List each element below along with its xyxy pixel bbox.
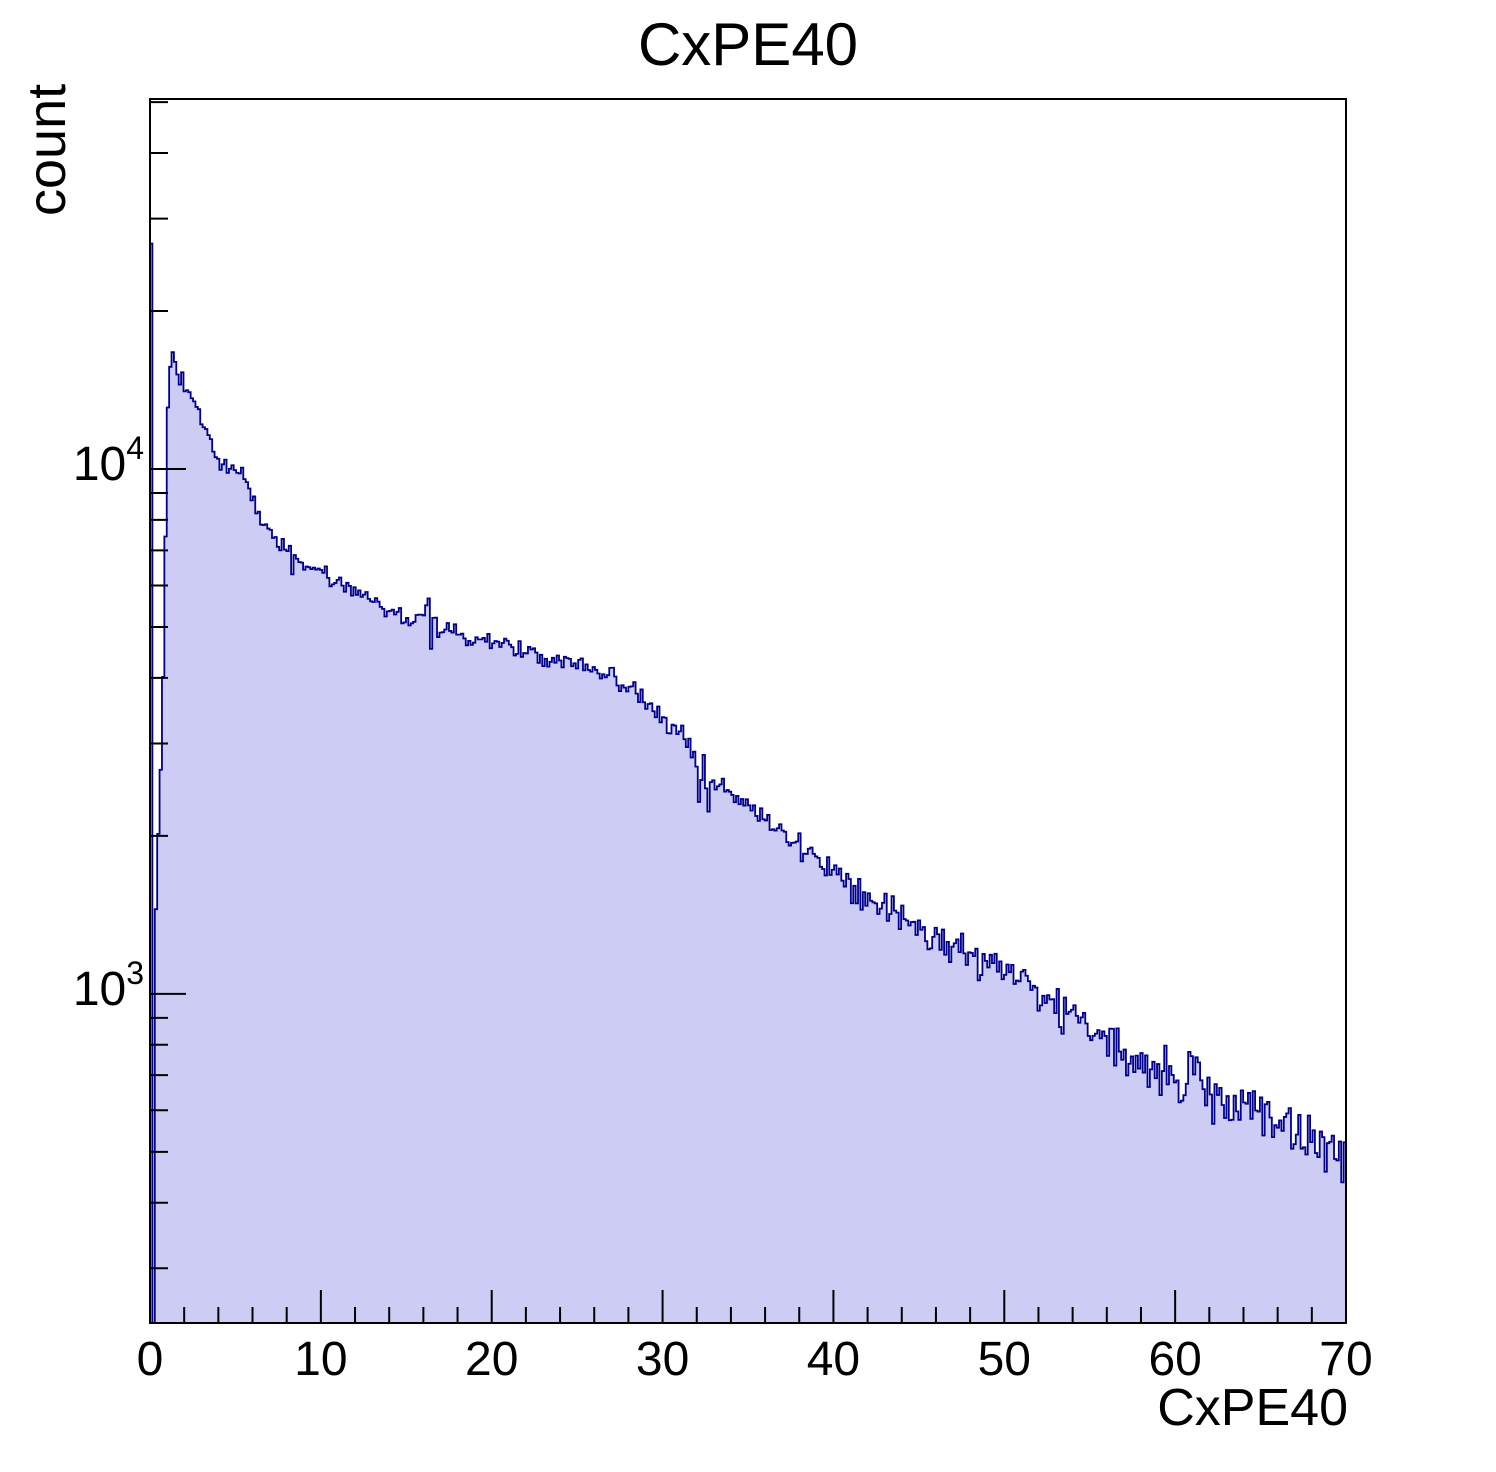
x-tick-label: 40 — [806, 1333, 861, 1386]
x-tick-label: 30 — [635, 1333, 690, 1386]
histogram-outline — [149, 242, 1347, 1324]
x-tick-label: 50 — [977, 1333, 1031, 1386]
x-tick-label: 20 — [465, 1333, 519, 1386]
y-tick-label: 103 — [72, 954, 144, 1016]
plot-frame — [149, 98, 1347, 1324]
chart-title: CxPE40 — [637, 11, 859, 78]
x-tick-label: 10 — [294, 1333, 348, 1386]
y-tick-label: 104 — [72, 430, 144, 492]
x-tick-label: 0 — [136, 1333, 164, 1386]
x-tick-label: 60 — [1148, 1333, 1202, 1386]
histogram-fill — [150, 243, 1346, 1324]
x-tick-label: 70 — [1319, 1333, 1373, 1386]
y-axis-title: count — [17, 83, 77, 216]
x-axis-title: CxPE40 — [1157, 1379, 1348, 1437]
